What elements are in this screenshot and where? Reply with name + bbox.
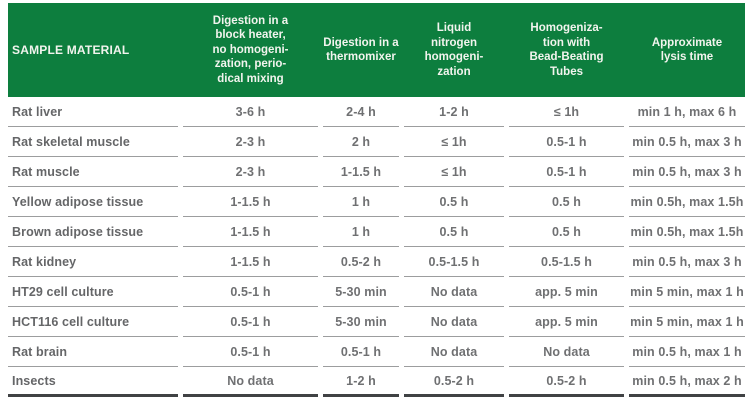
material-cell: Insects <box>8 367 178 397</box>
block-heater-cell: 3-6 h <box>183 97 318 127</box>
column-header-thermomixer: Digestion in a thermomixer <box>323 36 399 64</box>
block-heater-cell: 2-3 h <box>183 127 318 157</box>
table-row-rat-kidney: Rat kidney 1-1.5 h 0.5-2 h 0.5-1.5 h 0.5… <box>8 247 745 277</box>
column-header-lysis-time: Approximate lysis time <box>651 36 723 64</box>
sample-lysis-table: SAMPLE MATERIAL Digestion in a block hea… <box>8 3 745 397</box>
table-row-brown-adipose-tissue: Brown adipose tissue 1-1.5 h 1 h 0.5 h 0… <box>8 217 745 247</box>
block-heater-cell: 0.5-1 h <box>183 337 318 367</box>
column-header-bead-beating: Homogeniza- tion with Bead-Beating Tubes <box>529 22 604 78</box>
bead-beating-cell: 0.5-2 h <box>509 367 624 397</box>
thermomixer-cell: 1-1.5 h <box>323 157 399 187</box>
material-cell: Rat kidney <box>8 247 178 277</box>
thermomixer-cell: 2 h <box>323 127 399 157</box>
liquid-nitrogen-cell: 0.5 h <box>404 187 504 217</box>
thermomixer-cell: 0.5-2 h <box>323 247 399 277</box>
material-cell: Rat liver <box>8 97 178 127</box>
thermomixer-cell: 5-30 min <box>323 307 399 337</box>
thermomixer-cell: 1 h <box>323 217 399 247</box>
lysis-time-cell: min 0.5 h, max 3 h <box>629 157 745 187</box>
thermomixer-cell: 1 h <box>323 187 399 217</box>
block-heater-cell: 1-1.5 h <box>183 217 318 247</box>
table-row-rat-skeletal-muscle: Rat skeletal muscle 2-3 h 2 h ≤ 1h 0.5-1… <box>8 127 745 157</box>
lysis-time-cell: min 0.5 h, max 3 h <box>629 127 745 157</box>
thermomixer-cell: 0.5-1 h <box>323 337 399 367</box>
block-heater-cell: 0.5-1 h <box>183 277 318 307</box>
bead-beating-cell: No data <box>509 337 624 367</box>
table-row-rat-muscle: Rat muscle 2-3 h 1-1.5 h ≤ 1h 0.5-1 h mi… <box>8 157 745 187</box>
block-heater-cell: 1-1.5 h <box>183 187 318 217</box>
lysis-time-cell: min 5 min, max 1 h <box>629 307 745 337</box>
liquid-nitrogen-cell: 0.5-2 h <box>404 367 504 397</box>
material-cell: Rat brain <box>8 337 178 367</box>
material-cell: HT29 cell culture <box>8 277 178 307</box>
table-row-insects: Insects No data 1-2 h 0.5-2 h 0.5-2 h mi… <box>8 367 745 397</box>
bead-beating-cell: 0.5-1 h <box>509 127 624 157</box>
bead-beating-cell: 0.5 h <box>509 217 624 247</box>
liquid-nitrogen-cell: ≤ 1h <box>404 127 504 157</box>
lysis-time-cell: min 0.5 h, max 3 h <box>629 247 745 277</box>
column-header-sample-material: SAMPLE MATERIAL <box>12 42 130 57</box>
material-cell: Brown adipose tissue <box>8 217 178 247</box>
thermomixer-cell: 1-2 h <box>323 367 399 397</box>
material-cell: HCT116 cell culture <box>8 307 178 337</box>
bead-beating-cell: 0.5-1.5 h <box>509 247 624 277</box>
table-row-ht29-cell-culture: HT29 cell culture 0.5-1 h 5-30 min No da… <box>8 277 745 307</box>
liquid-nitrogen-cell: 1-2 h <box>404 97 504 127</box>
lysis-time-cell: min 0.5h, max 1.5h <box>629 187 745 217</box>
bead-beating-cell: app. 5 min <box>509 277 624 307</box>
table-row-rat-brain: Rat brain 0.5-1 h 0.5-1 h No data No dat… <box>8 337 745 367</box>
column-header-liquid-nitrogen: Liquid nitrogen homogeni- zation <box>424 22 484 78</box>
column-header-block-heater: Digestion in a block heater, no homogeni… <box>212 14 289 85</box>
block-heater-cell: 2-3 h <box>183 157 318 187</box>
table-header-row: SAMPLE MATERIAL Digestion in a block hea… <box>8 3 745 97</box>
lysis-time-cell: min 0.5 h, max 2 h <box>629 367 745 397</box>
lysis-time-cell: min 5 min, max 1 h <box>629 277 745 307</box>
liquid-nitrogen-cell: 0.5 h <box>404 217 504 247</box>
material-cell: Rat skeletal muscle <box>8 127 178 157</box>
table-row-rat-liver: Rat liver 3-6 h 2-4 h 1-2 h ≤ 1h min 1 h… <box>8 97 745 127</box>
lysis-time-cell: min 1 h, max 6 h <box>629 97 745 127</box>
thermomixer-cell: 2-4 h <box>323 97 399 127</box>
material-cell: Rat muscle <box>8 157 178 187</box>
table-row-hct116-cell-culture: HCT116 cell culture 0.5-1 h 5-30 min No … <box>8 307 745 337</box>
thermomixer-cell: 5-30 min <box>323 277 399 307</box>
bead-beating-cell: 0.5-1 h <box>509 157 624 187</box>
block-heater-cell: 0.5-1 h <box>183 307 318 337</box>
liquid-nitrogen-cell: No data <box>404 337 504 367</box>
bead-beating-cell: app. 5 min <box>509 307 624 337</box>
bead-beating-cell: 0.5 h <box>509 187 624 217</box>
liquid-nitrogen-cell: 0.5-1.5 h <box>404 247 504 277</box>
liquid-nitrogen-cell: No data <box>404 277 504 307</box>
block-heater-cell: 1-1.5 h <box>183 247 318 277</box>
liquid-nitrogen-cell: ≤ 1h <box>404 157 504 187</box>
material-cell: Yellow adipose tissue <box>8 187 178 217</box>
lysis-time-cell: min 0.5h, max 1.5h <box>629 217 745 247</box>
table-row-yellow-adipose-tissue: Yellow adipose tissue 1-1.5 h 1 h 0.5 h … <box>8 187 745 217</box>
bead-beating-cell: ≤ 1h <box>509 97 624 127</box>
liquid-nitrogen-cell: No data <box>404 307 504 337</box>
block-heater-cell: No data <box>183 367 318 397</box>
lysis-time-cell: min 0.5 h, max 1 h <box>629 337 745 367</box>
